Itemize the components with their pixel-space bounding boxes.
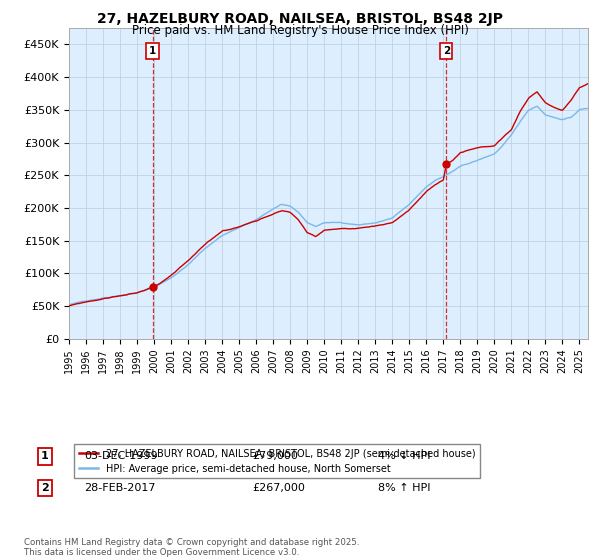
Text: 8% ↑ HPI: 8% ↑ HPI [378,483,431,493]
Text: 1: 1 [149,46,157,56]
Text: Contains HM Land Registry data © Crown copyright and database right 2025.
This d: Contains HM Land Registry data © Crown c… [24,538,359,557]
Text: £79,000: £79,000 [252,451,298,461]
Text: 4% ↓ HPI: 4% ↓ HPI [378,451,431,461]
Text: £267,000: £267,000 [252,483,305,493]
Legend: 27, HAZELBURY ROAD, NAILSEA, BRISTOL, BS48 2JP (semi-detached house), HPI: Avera: 27, HAZELBURY ROAD, NAILSEA, BRISTOL, BS… [74,444,481,478]
Text: 2: 2 [41,483,49,493]
Text: 27, HAZELBURY ROAD, NAILSEA, BRISTOL, BS48 2JP: 27, HAZELBURY ROAD, NAILSEA, BRISTOL, BS… [97,12,503,26]
Text: 2: 2 [443,46,450,56]
Text: Price paid vs. HM Land Registry's House Price Index (HPI): Price paid vs. HM Land Registry's House … [131,24,469,36]
Text: 28-FEB-2017: 28-FEB-2017 [84,483,155,493]
Text: 03-DEC-1999: 03-DEC-1999 [84,451,158,461]
Text: 1: 1 [41,451,49,461]
